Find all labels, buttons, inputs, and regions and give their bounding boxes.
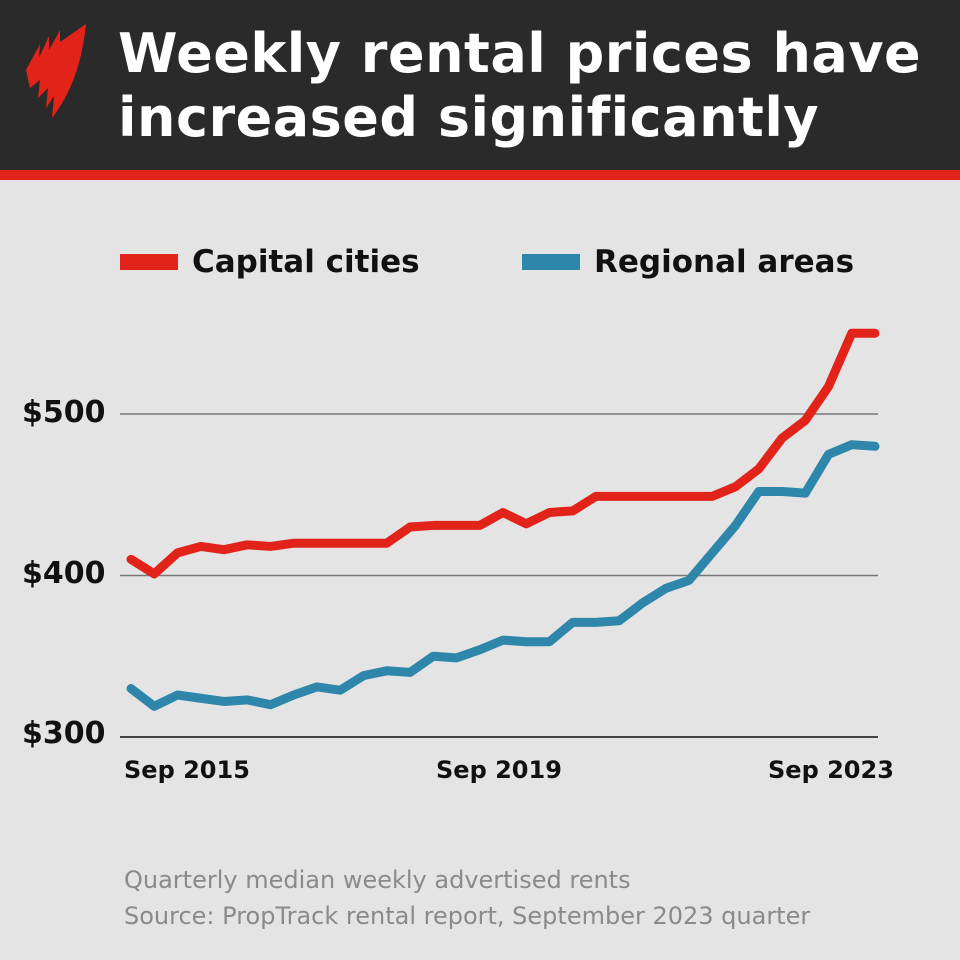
legend-swatch-regional: [522, 254, 580, 270]
footer-note: Quarterly median weekly advertised rents: [124, 866, 631, 894]
legend-capital-cities: Capital cities: [120, 244, 420, 280]
y-tick-500: $500: [22, 395, 106, 430]
title-line-1: Weekly rental prices have: [118, 22, 922, 85]
footer-source: Source: PropTrack rental report, Septemb…: [124, 902, 811, 930]
legend-label-regional: Regional areas: [594, 244, 855, 280]
page-title: Weekly rental prices have increased sign…: [118, 22, 921, 150]
series-line-capital-cities: [126, 328, 880, 579]
legend-swatch-capital: [120, 254, 178, 270]
legend-label-capital: Capital cities: [192, 244, 420, 280]
accent-stripe: [0, 170, 960, 180]
header-bar: [0, 0, 960, 170]
legend-regional-areas: Regional areas: [522, 244, 854, 280]
sbs-logo-icon: [26, 24, 86, 118]
x-tick-sep-2015: Sep 2015: [124, 756, 250, 784]
y-tick-400: $400: [22, 556, 106, 591]
x-tick-sep-2023: Sep 2023: [768, 756, 894, 784]
y-tick-300: $300: [22, 716, 106, 751]
title-line-2: increased significantly: [118, 86, 820, 149]
x-tick-sep-2019: Sep 2019: [436, 756, 562, 784]
